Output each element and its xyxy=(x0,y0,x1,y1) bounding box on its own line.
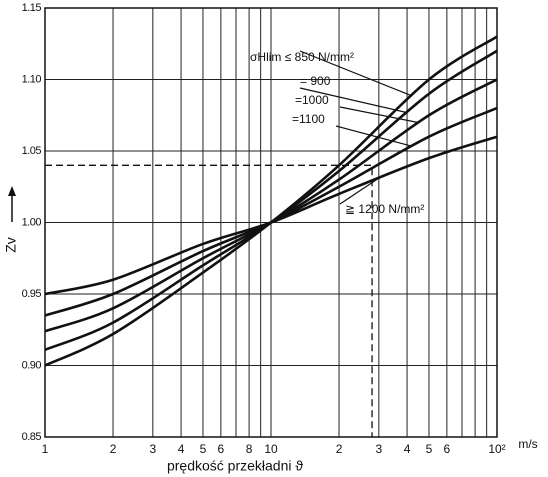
x-tick-label: 3 xyxy=(375,442,382,456)
y-tick-label: 0.85 xyxy=(22,431,42,443)
y-tick-label: 1.15 xyxy=(22,2,42,14)
leader-line xyxy=(299,50,413,97)
series-label: = 900 xyxy=(300,74,331,88)
x-unit: m/s xyxy=(518,437,537,451)
x-tick-label: 8 xyxy=(246,442,253,456)
x-tick-label: 10 xyxy=(264,442,278,456)
series-label: ≧ 1200 N/mm² xyxy=(345,202,424,216)
x-tick-label: 2 xyxy=(336,442,343,456)
x-tick-label: 4 xyxy=(178,442,185,456)
y-tick-label: 0.90 xyxy=(22,359,42,371)
x-tick-label: 6 xyxy=(444,442,451,456)
y-axis-label: Zv xyxy=(3,237,19,253)
y-tick-label: 0.95 xyxy=(22,288,42,300)
x-axis-label: prędkość przekładni ϑ xyxy=(167,458,303,474)
x-tick-label: 6 xyxy=(218,442,225,456)
curve xyxy=(44,135,498,296)
x-tick-label: 5 xyxy=(426,442,433,456)
series-label: =1100 xyxy=(292,112,325,126)
leader-line xyxy=(335,125,413,147)
y-arrow-head xyxy=(8,186,16,196)
x-tick-label: 4 xyxy=(404,442,411,456)
x-tick-label: 10² xyxy=(488,442,505,456)
leader-line xyxy=(339,106,419,124)
y-tick-label: 1.00 xyxy=(22,216,42,228)
plot-frame xyxy=(44,7,498,438)
leader-line xyxy=(299,87,408,114)
x-tick-label: 2 xyxy=(110,442,117,456)
x-tick-label: 3 xyxy=(149,442,156,456)
leader-line xyxy=(339,177,380,205)
series-label: σHlim ≤ 850 N/mm² xyxy=(250,50,354,64)
dashed-line xyxy=(45,164,373,437)
series-label: =1000 xyxy=(295,93,329,107)
x-tick-label: 5 xyxy=(200,442,207,456)
x-tick-label: 1 xyxy=(42,442,49,456)
y-tick-label: 1.05 xyxy=(22,145,42,157)
y-tick-label: 1.10 xyxy=(22,73,42,85)
